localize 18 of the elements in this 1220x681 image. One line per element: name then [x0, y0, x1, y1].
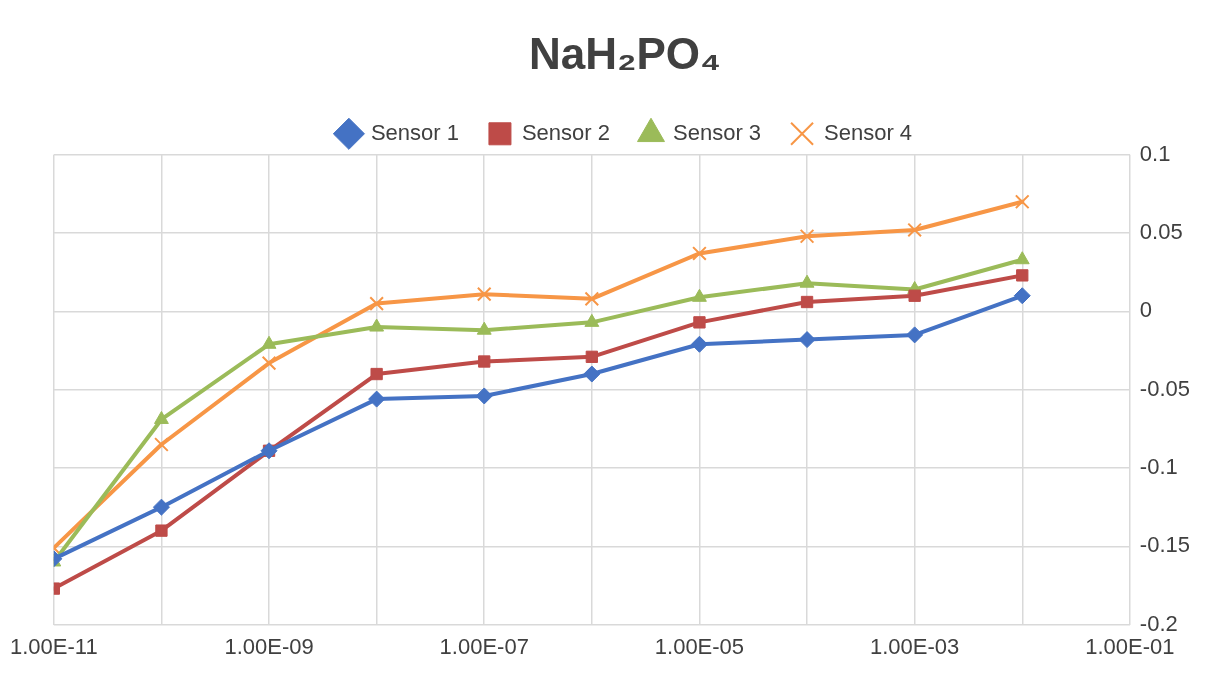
- legend-label: Sensor 3: [673, 119, 762, 145]
- y-tick-label: -0.2: [1139, 610, 1178, 636]
- y-tick-label: -0.15: [1139, 532, 1191, 558]
- y-tick-label: 0.1: [1139, 140, 1171, 166]
- x-tick-label: 1.00E-03: [870, 633, 960, 659]
- y-tick-label: -0.1: [1139, 454, 1178, 480]
- x-tick-label: 1.00E-11: [10, 633, 98, 659]
- x-tick-label: 1.00E-05: [654, 633, 745, 659]
- chart-title: NaH₂PO₄: [528, 28, 722, 78]
- y-tick-label: 0: [1139, 297, 1153, 323]
- y-tick-label: -0.05: [1139, 375, 1191, 401]
- x-tick-label: 1.00E-09: [224, 633, 314, 659]
- legend-label: Sensor 1: [370, 119, 459, 145]
- legend-label: Sensor 4: [824, 119, 913, 145]
- legend-label: Sensor 2: [521, 119, 611, 145]
- x-tick-label: 1.00E-01: [1085, 633, 1175, 659]
- y-tick-label: 0.05: [1139, 219, 1183, 245]
- x-tick-label: 1.00E-07: [439, 633, 529, 659]
